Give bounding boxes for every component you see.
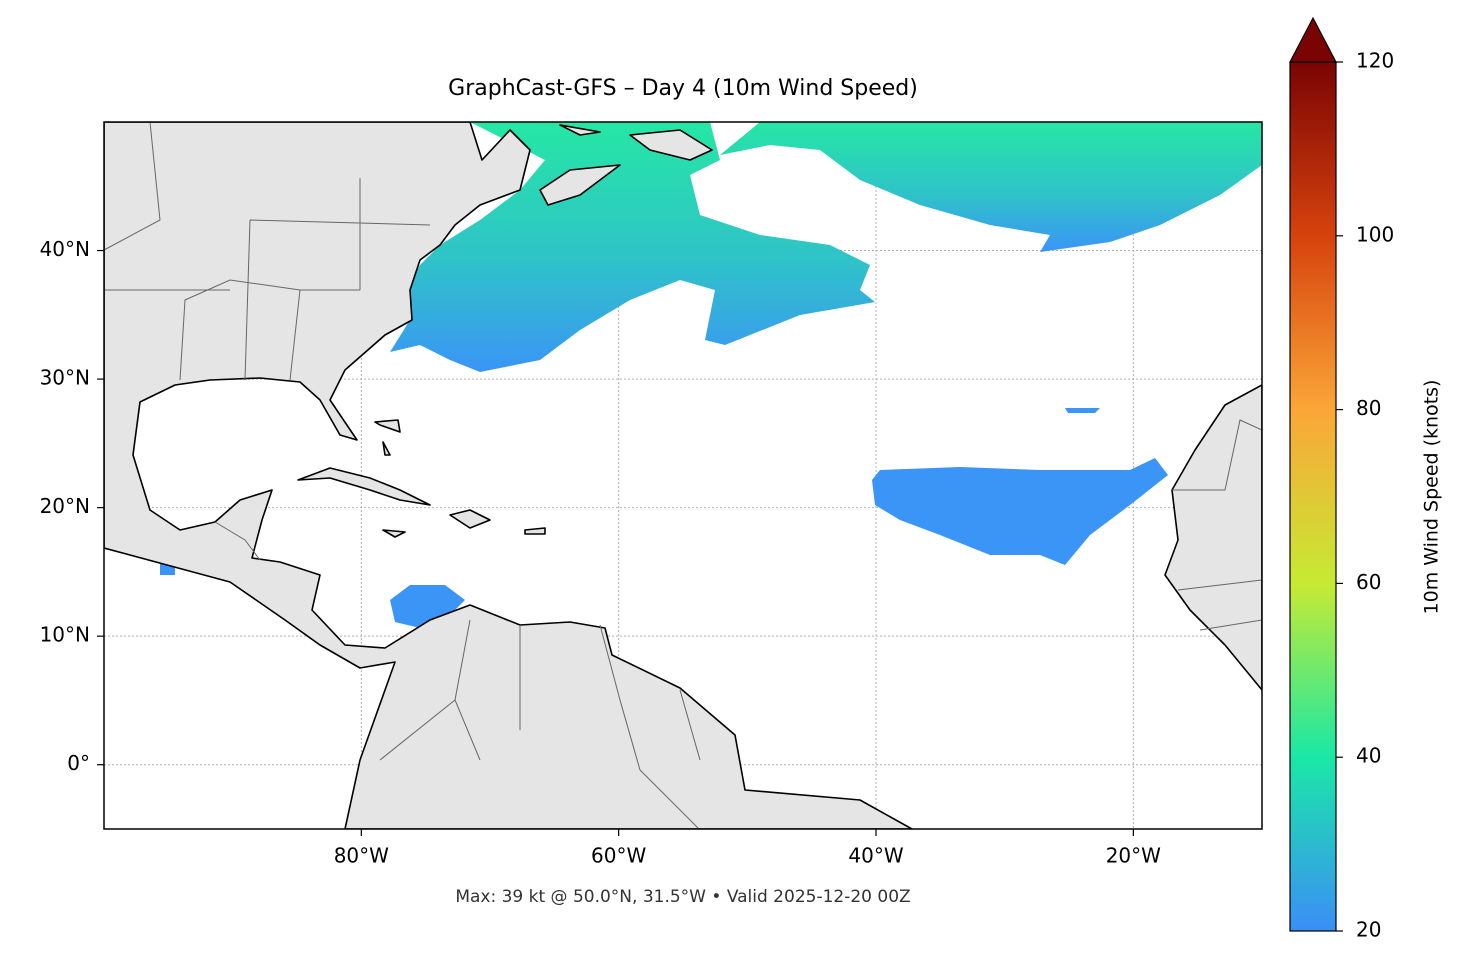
wind-field — [872, 458, 1168, 565]
land-africa — [1164, 384, 1262, 691]
y-tick-label: 40°N — [40, 237, 90, 261]
x-tick-label: 20°W — [1106, 844, 1161, 868]
y-tick-label: 0° — [67, 751, 90, 775]
colorbar-tick-label: 100 — [1356, 222, 1394, 246]
land-caribbean — [297, 419, 546, 538]
map-frame — [103, 121, 1263, 830]
colorbar-label: 10m Wind Speed (knots) — [1421, 380, 1443, 615]
axes: 80°W 60°W 40°W 20°W 0° 10°N 20°N 30°N 40°N — [40, 237, 1162, 867]
y-tick-label: 10°N — [40, 623, 90, 647]
colorbar-tick-label: 80 — [1356, 396, 1381, 420]
colorbar-frame — [1289, 61, 1337, 932]
colorbar-gradient — [1290, 62, 1336, 931]
y-tick-label: 30°N — [40, 366, 90, 390]
wind-field — [720, 122, 1262, 252]
colorbar-tick-label: 60 — [1356, 570, 1381, 594]
wind-field — [390, 585, 465, 628]
x-tick-label: 80°W — [334, 844, 389, 868]
colorbar-tick-label: 120 — [1356, 49, 1394, 73]
footer-note: Max: 39 kt @ 50.0°N, 31.5°W • Valid 2025… — [455, 887, 910, 907]
colorbar-extend — [1289, 16, 1337, 63]
land-maritimes — [539, 124, 713, 206]
wind-field — [1065, 408, 1100, 413]
land-americas — [104, 122, 913, 829]
borders — [104, 122, 1262, 829]
map-area — [104, 122, 1262, 829]
colorbar-tick-label: 40 — [1356, 744, 1381, 768]
x-tick-label: 40°W — [848, 844, 903, 868]
colorbar-tick-label: 20 — [1356, 918, 1381, 942]
y-tick-label: 20°N — [40, 494, 90, 518]
wind-field — [390, 122, 875, 372]
x-tick-label: 60°W — [591, 844, 646, 868]
map-title: GraphCast-GFS – Day 4 (10m Wind Speed) — [448, 76, 918, 101]
colorbar: 20 40 60 80 100 120 — [1289, 16, 1394, 942]
